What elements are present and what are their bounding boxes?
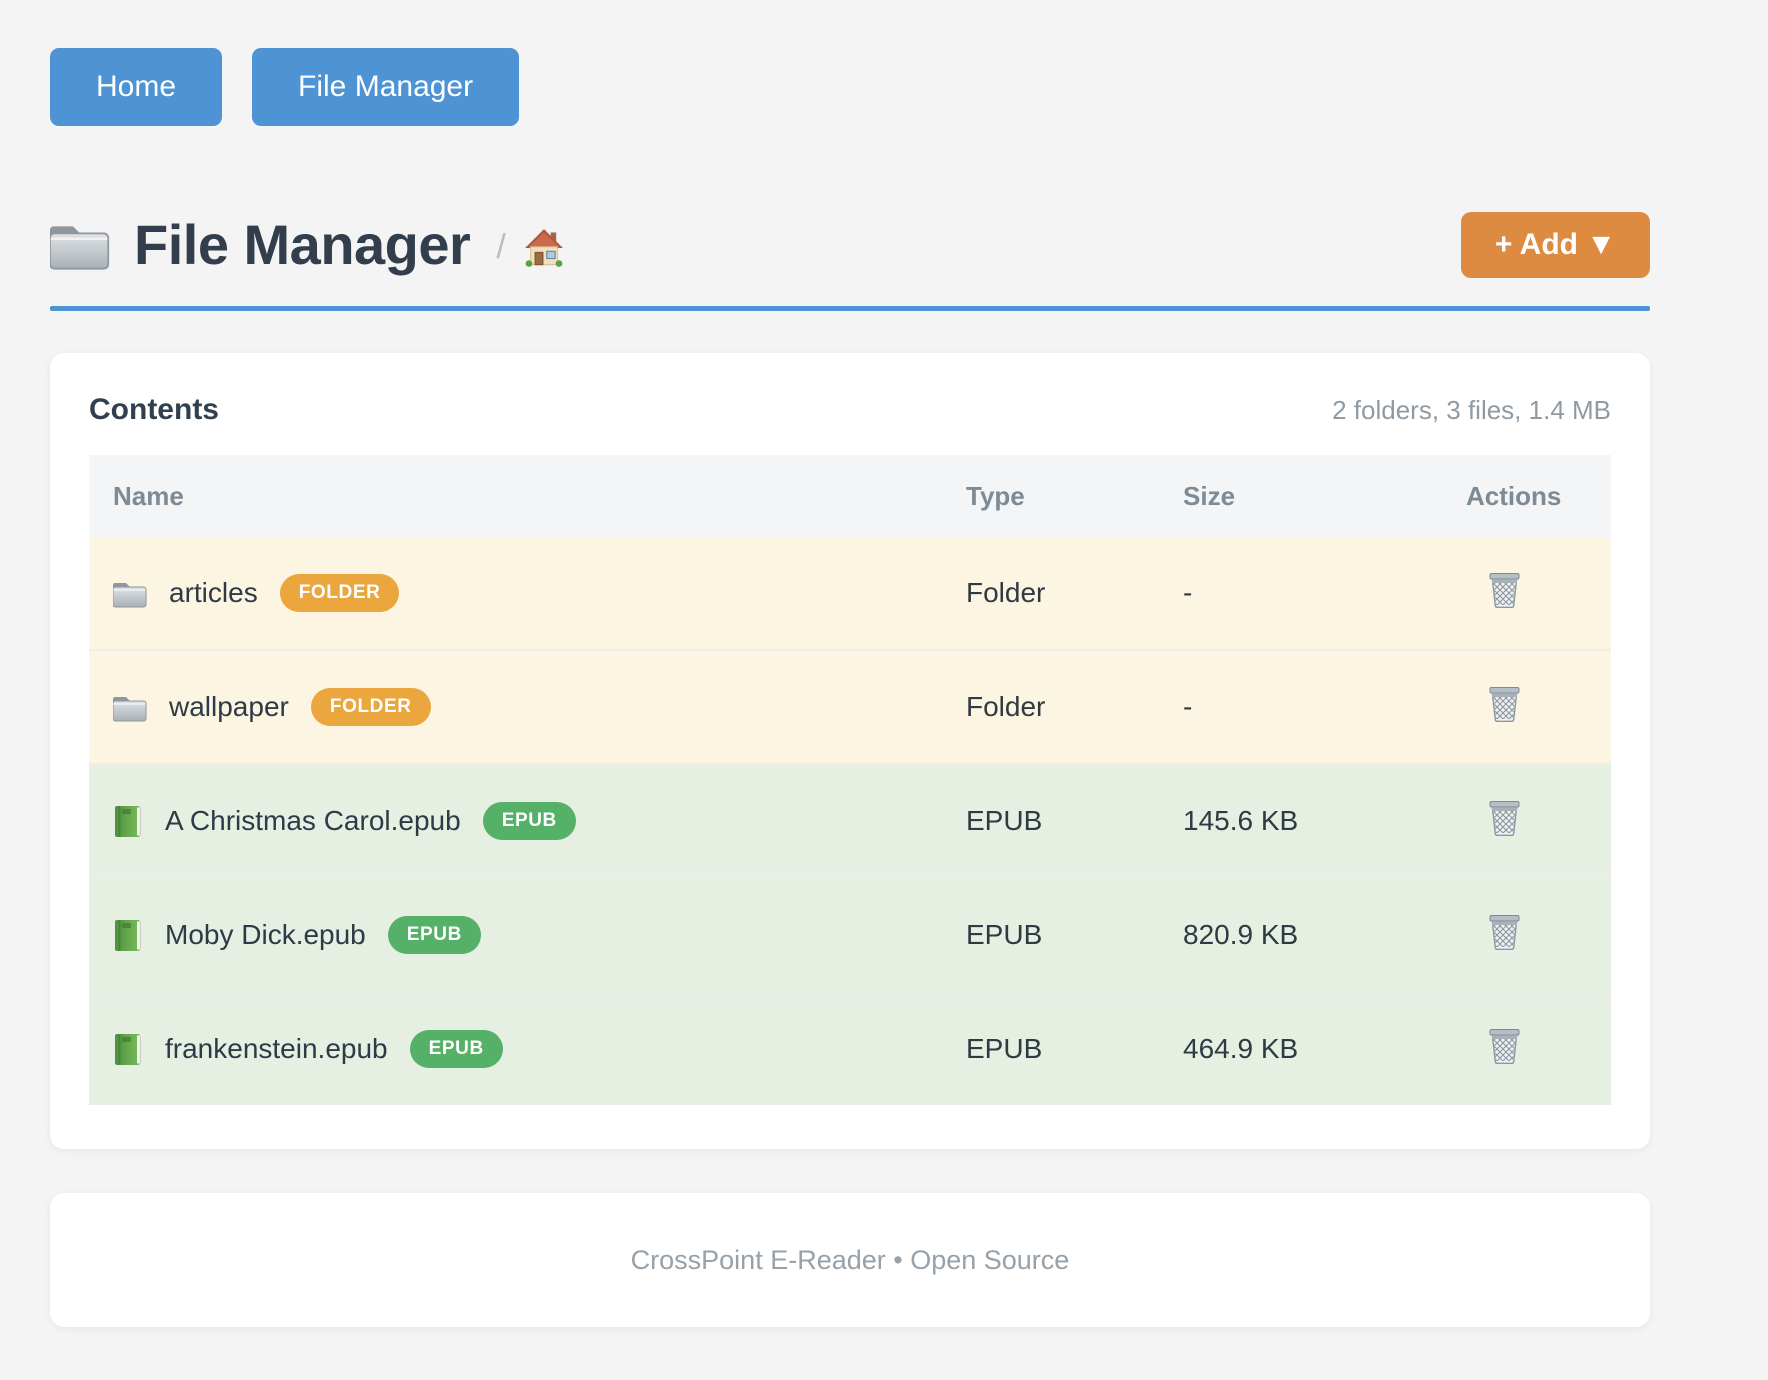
nav-home-button[interactable]: Home — [50, 48, 223, 126]
column-header-size: Size — [1183, 455, 1466, 537]
title-row: File Manager / — [50, 212, 564, 277]
file-link[interactable]: wallpaper — [169, 691, 289, 722]
type-cell: EPUB — [966, 877, 1183, 992]
nav-file-manager-button[interactable]: File Manager — [252, 48, 520, 126]
type-cell: EPUB — [966, 763, 1183, 878]
table-row: Moby Dick.epub EPUB EPUB 820.9 KB — [89, 877, 1611, 992]
footer-card: CrossPoint E-Reader • Open Source — [50, 1193, 1650, 1327]
contents-card-header: Contents 2 folders, 3 files, 1.4 MB — [89, 393, 1611, 427]
size-cell: - — [1183, 649, 1466, 764]
trash-icon — [1488, 1028, 1521, 1064]
book-icon — [113, 805, 143, 838]
trash-icon — [1488, 800, 1521, 836]
file-link[interactable]: A Christmas Carol.epub — [165, 805, 461, 836]
page-title: File Manager — [134, 212, 471, 276]
page: Home File Manager File Manager / + Add ▼… — [50, 0, 1650, 1327]
folder-badge: FOLDER — [279, 574, 400, 612]
delete-button[interactable] — [1488, 572, 1521, 608]
add-button[interactable]: + Add ▼ — [1460, 212, 1650, 278]
table-row: wallpaper FOLDER Folder - — [89, 649, 1611, 764]
type-cell: Folder — [966, 577, 1046, 608]
table-row: A Christmas Carol.epub EPUB EPUB 145.6 K… — [89, 763, 1611, 878]
breadcrumb-separator: / — [496, 227, 506, 266]
table-header-row: Name Type Size Actions — [89, 455, 1611, 537]
folder-icon — [50, 216, 110, 272]
folder-icon — [113, 692, 147, 722]
contents-summary: 2 folders, 3 files, 1.4 MB — [1332, 395, 1611, 425]
book-icon — [113, 1033, 143, 1066]
trash-icon — [1488, 572, 1521, 608]
delete-button[interactable] — [1488, 686, 1521, 722]
size-cell: - — [1183, 577, 1193, 608]
folder-icon — [113, 578, 147, 608]
home-icon[interactable] — [524, 228, 564, 268]
file-link[interactable]: articles — [169, 577, 258, 608]
contents-card: Contents 2 folders, 3 files, 1.4 MB Name… — [50, 353, 1650, 1149]
epub-badge: EPUB — [482, 802, 576, 840]
column-header-actions: Actions — [1466, 455, 1611, 537]
column-header-name: Name — [89, 455, 966, 537]
column-header-type: Type — [966, 455, 1183, 537]
table-row: articles FOLDER Folder - — [89, 537, 1611, 650]
size-cell: 464.9 KB — [1183, 991, 1466, 1105]
file-table: Name Type Size Actions articles FOLDER — [89, 455, 1611, 1105]
folder-badge: FOLDER — [310, 688, 431, 726]
file-name-cell: wallpaper FOLDER — [89, 688, 966, 726]
file-link[interactable]: Moby Dick.epub — [165, 919, 366, 950]
type-cell: Folder — [966, 649, 1183, 764]
file-name-cell: Moby Dick.epub EPUB — [89, 916, 966, 954]
size-cell: 145.6 KB — [1183, 763, 1466, 878]
delete-button[interactable] — [1488, 800, 1521, 836]
file-name-cell: frankenstein.epub EPUB — [89, 1030, 966, 1068]
delete-button[interactable] — [1488, 1028, 1521, 1064]
delete-button[interactable] — [1488, 914, 1521, 950]
trash-icon — [1488, 686, 1521, 722]
file-link[interactable]: frankenstein.epub — [165, 1033, 388, 1064]
size-cell: 820.9 KB — [1183, 877, 1466, 992]
page-header: File Manager / + Add ▼ — [50, 210, 1650, 278]
footer-text: CrossPoint E-Reader • Open Source — [630, 1244, 1070, 1275]
file-name-cell: A Christmas Carol.epub EPUB — [89, 802, 966, 840]
trash-icon — [1488, 914, 1521, 950]
book-icon — [113, 919, 143, 952]
file-name-cell: articles FOLDER — [89, 574, 966, 612]
type-cell: EPUB — [966, 991, 1183, 1105]
table-row: frankenstein.epub EPUB EPUB 464.9 KB — [89, 991, 1611, 1105]
header-divider — [50, 306, 1650, 311]
top-nav: Home File Manager — [50, 48, 1650, 126]
epub-badge: EPUB — [409, 1030, 503, 1068]
epub-badge: EPUB — [387, 916, 481, 954]
contents-title: Contents — [89, 393, 219, 426]
